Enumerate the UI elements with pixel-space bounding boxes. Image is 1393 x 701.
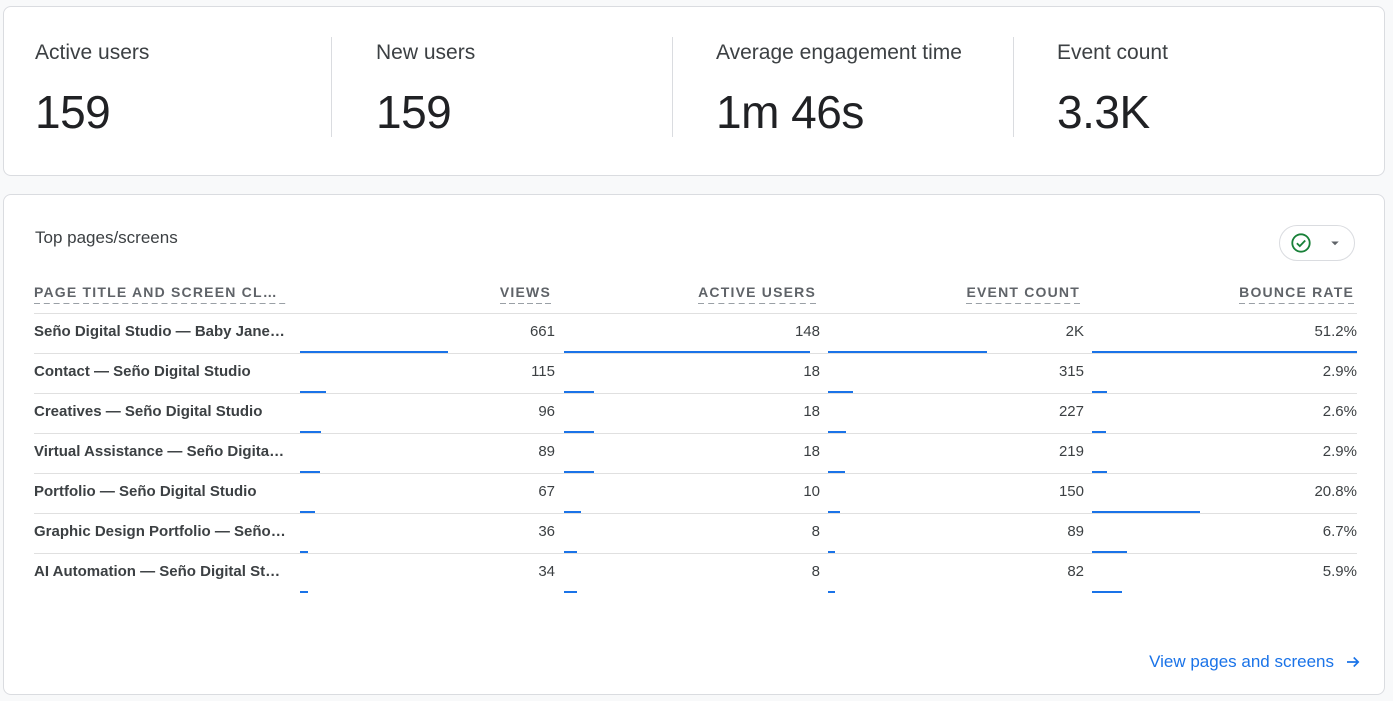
views-cell: 36 [538, 523, 555, 540]
views-bar [300, 511, 315, 513]
bounce-rate-bar [1092, 351, 1357, 353]
views-cell: 96 [538, 403, 555, 420]
views-cell: 661 [529, 323, 555, 340]
page-title-cell[interactable]: Portfolio — Seño Digital Studio [34, 483, 257, 500]
page-title-cell[interactable]: Contact — Seño Digital Studio [34, 363, 251, 380]
active-users-cell: 18 [803, 403, 820, 420]
event-count-bar [828, 431, 846, 433]
active-users-cell: 18 [803, 443, 820, 460]
active-users-bar [564, 351, 810, 353]
bounce-rate-cell: 20.8% [1314, 483, 1357, 500]
metric-label: New users [376, 41, 476, 64]
metric-divider [672, 37, 673, 137]
views-bar [300, 591, 308, 593]
views-cell: 67 [538, 483, 555, 500]
metric-value: 159 [35, 86, 111, 138]
active-users-cell: 10 [803, 483, 820, 500]
metric-divider [331, 37, 332, 137]
active-users-bar [564, 511, 581, 513]
active-users-bar [564, 391, 594, 393]
event-count-cell: 150 [1058, 483, 1084, 500]
event-count-bar [828, 471, 845, 473]
bounce-rate-bar [1092, 551, 1127, 553]
views-bar [300, 391, 326, 393]
views-bar [300, 471, 320, 473]
bounce-rate-cell: 5.9% [1322, 563, 1357, 580]
table-row[interactable]: AI Automation — Seño Digital Studio 34 8 82… [34, 553, 1357, 593]
table-row[interactable]: Portfolio — Seño Digital Studio 67 10 150 20… [34, 473, 1357, 513]
active-users-cell: 148 [794, 323, 820, 340]
table-row[interactable]: Creatives — Seño Digital Studio 96 18 227 2.… [34, 393, 1357, 433]
compare-dropdown[interactable] [1279, 225, 1355, 261]
event-count-bar [828, 351, 987, 353]
metrics-card: Active users 159 New users 159 Average e… [3, 6, 1385, 176]
metric-value: 1m 46s [716, 86, 864, 138]
views-bar [300, 351, 448, 353]
page-title-cell[interactable]: Creatives — Seño Digital Studio [34, 403, 263, 420]
views-cell: 89 [538, 443, 555, 460]
active-users-bar [564, 471, 594, 473]
views-bar [300, 551, 308, 553]
bounce-rate-bar [1092, 591, 1122, 593]
column-header-active-users[interactable]: ACTIVE USERS [564, 284, 816, 304]
table-row[interactable]: Contact — Seño Digital Studio 115 18 315 2.9… [34, 353, 1357, 393]
active-users-bar [564, 551, 577, 553]
link-label: View pages and screens [1149, 652, 1334, 671]
event-count-bar [828, 591, 835, 593]
active-users-bar [564, 431, 594, 433]
column-header-page[interactable]: PAGE TITLE AND SCREEN CLASS [34, 284, 286, 304]
bounce-rate-bar [1092, 511, 1200, 513]
bounce-rate-cell: 2.9% [1322, 443, 1357, 460]
metric-active-users[interactable]: Active users 159 [4, 7, 345, 177]
event-count-cell: 89 [1067, 523, 1084, 540]
page-title-cell[interactable]: AI Automation — Seño Digital Studio [34, 563, 286, 580]
arrow-right-icon [1347, 656, 1360, 668]
event-count-bar [828, 551, 835, 553]
top-pages-card: Top pages/screens PAGE TITLE AND SCREEN … [3, 194, 1385, 695]
metric-label: Active users [35, 41, 150, 64]
column-header-bounce-rate[interactable]: BOUNCE RATE [1092, 284, 1354, 304]
active-users-bar [564, 591, 577, 593]
metric-avg-engagement-time[interactable]: Average engagement time 1m 46s [685, 7, 1026, 177]
bounce-rate-bar [1092, 431, 1106, 433]
page-title-cell[interactable]: Seño Digital Studio — Baby Jane Seño [34, 323, 286, 340]
event-count-cell: 227 [1058, 403, 1084, 420]
table-row[interactable]: Virtual Assistance — Seño Digital Studio… [34, 433, 1357, 473]
event-count-cell: 82 [1067, 563, 1084, 580]
active-users-cell: 8 [811, 523, 820, 540]
event-count-bar [828, 511, 840, 513]
page-title-cell[interactable]: Graphic Design Portfolio — Seño Digital … [34, 523, 286, 540]
column-header-event-count[interactable]: EVENT COUNT [828, 284, 1080, 304]
views-cell: 34 [538, 563, 555, 580]
table-row[interactable]: Graphic Design Portfolio — Seño Digital … [34, 513, 1357, 553]
event-count-bar [828, 391, 853, 393]
bounce-rate-cell: 2.6% [1322, 403, 1357, 420]
bounce-rate-bar [1092, 391, 1107, 393]
metric-new-users[interactable]: New users 159 [345, 7, 686, 177]
active-users-cell: 8 [811, 563, 820, 580]
views-bar [300, 431, 321, 433]
check-circle-icon [1291, 233, 1311, 253]
bounce-rate-cell: 6.7% [1322, 523, 1357, 540]
metric-divider [1013, 37, 1014, 137]
bounce-rate-bar [1092, 471, 1107, 473]
caret-down-icon [1331, 241, 1339, 246]
metric-value: 159 [376, 86, 452, 138]
card-title: Top pages/screens [35, 228, 178, 247]
event-count-cell: 2K [1065, 323, 1084, 340]
event-count-cell: 315 [1058, 363, 1084, 380]
metric-value: 3.3K [1057, 86, 1150, 138]
metric-event-count[interactable]: Event count 3.3K [1026, 7, 1367, 177]
views-cell: 115 [531, 363, 555, 380]
bounce-rate-cell: 51.2% [1314, 323, 1357, 340]
column-header-views[interactable]: VIEWS [300, 284, 551, 304]
metric-label: Event count [1057, 41, 1168, 64]
table-row[interactable]: Seño Digital Studio — Baby Jane Seño 661 1… [34, 313, 1357, 353]
bounce-rate-cell: 2.9% [1322, 363, 1357, 380]
page-title-cell[interactable]: Virtual Assistance — Seño Digital Studio [34, 443, 286, 460]
metric-label: Average engagement time [716, 41, 962, 64]
view-pages-link[interactable]: View pages and screens [1149, 652, 1362, 672]
event-count-cell: 219 [1058, 443, 1084, 460]
active-users-cell: 18 [803, 363, 820, 380]
